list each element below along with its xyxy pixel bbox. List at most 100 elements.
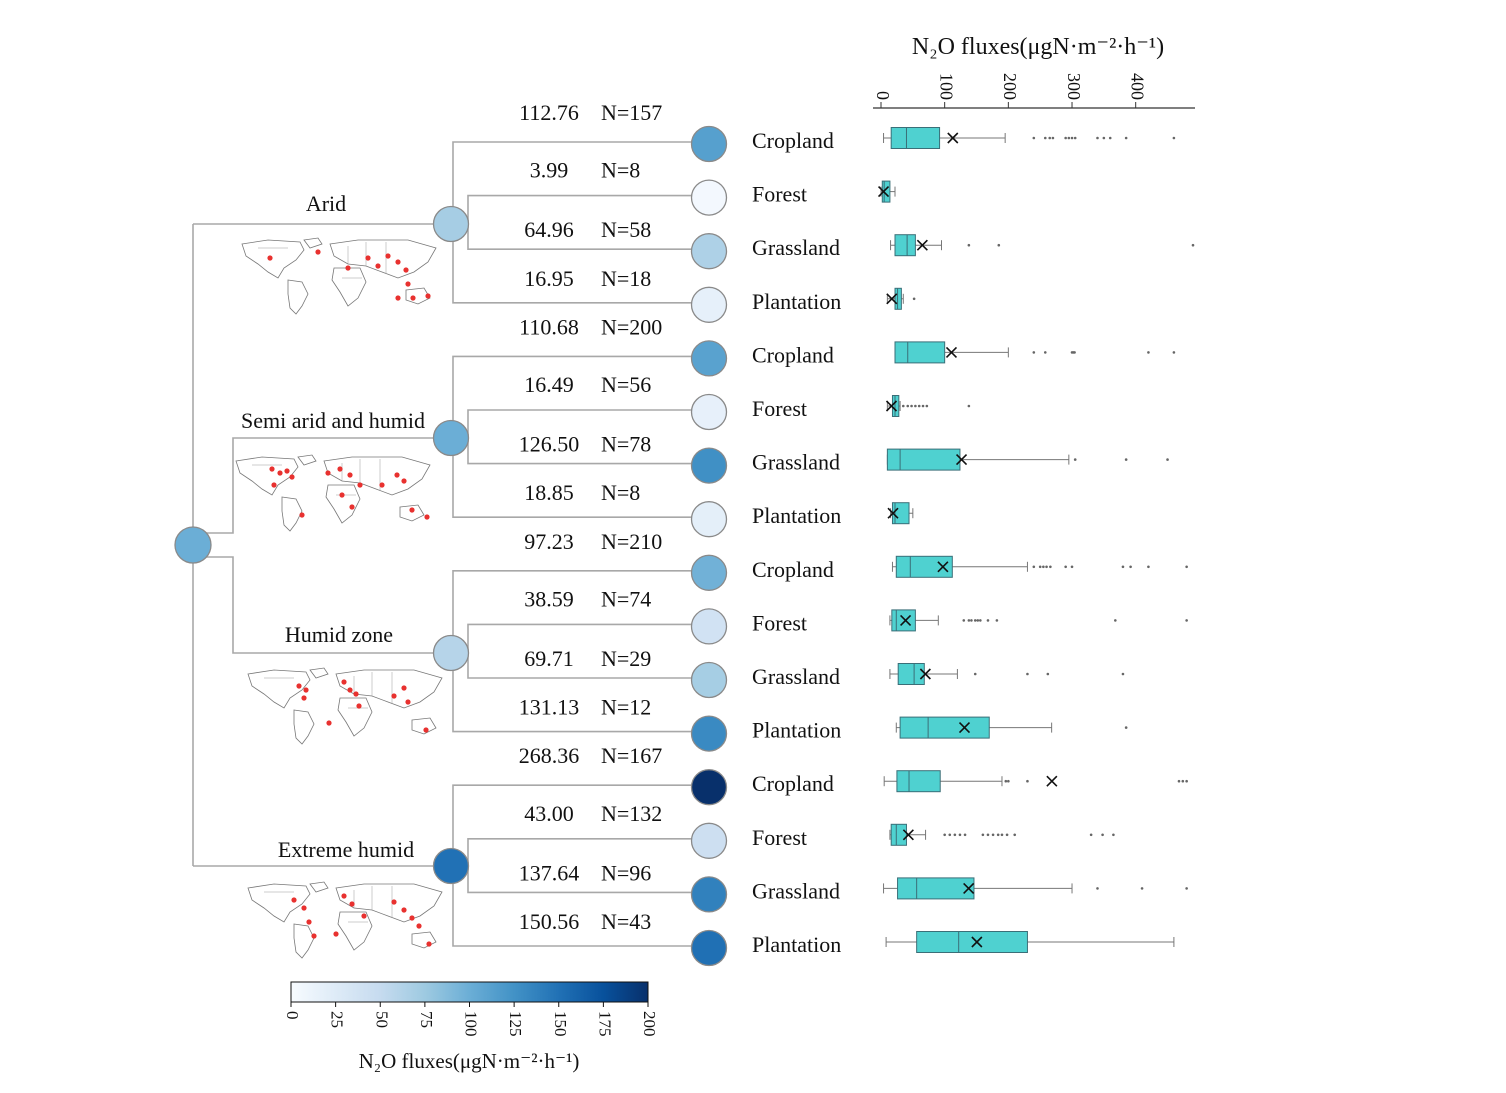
boxplot-outlier <box>1073 351 1076 354</box>
site-dot <box>291 897 297 903</box>
mean-label: 110.68 <box>519 314 579 339</box>
site-dot <box>339 492 345 498</box>
boxplot-axis-title: N₂O fluxes(μgN·m⁻²·h⁻¹) <box>912 34 1164 60</box>
edge-root-humid <box>193 556 451 654</box>
boxplot-outlier <box>967 619 971 622</box>
boxplot-mean-marker <box>877 186 890 198</box>
boxplot-mean-marker <box>955 454 968 466</box>
landuse-label: Cropland <box>752 128 834 153</box>
site-dot <box>361 913 367 919</box>
site-dot <box>391 693 397 699</box>
boxplot <box>877 180 896 203</box>
boxplot-outlier <box>914 404 917 408</box>
boxplot <box>883 877 1188 900</box>
boxplot-mean-marker <box>885 400 898 412</box>
site-dot <box>394 472 400 478</box>
boxplot <box>886 448 1169 471</box>
boxplot-outlier <box>1185 619 1188 622</box>
landuse-label: Forest <box>752 610 807 635</box>
mean-label: 126.50 <box>519 432 580 457</box>
boxplot-outlier <box>1124 136 1128 140</box>
site-dot <box>311 933 317 939</box>
boxplot <box>886 287 916 310</box>
boxplot-outlier <box>1124 458 1128 461</box>
boxplot-outlier <box>997 243 1001 247</box>
boxplot-outlier <box>1064 136 1067 140</box>
group-node <box>432 634 470 672</box>
boxplot-outlier <box>1049 565 1052 569</box>
landuse-label: Forest <box>752 182 807 207</box>
edge-leaf <box>467 837 692 866</box>
boxplot-outlier <box>1045 565 1048 569</box>
mean-label: 16.49 <box>524 372 574 397</box>
site-dot <box>375 263 381 269</box>
boxplot-outlier <box>1043 351 1047 354</box>
boxplot-outlier <box>958 833 962 837</box>
site-dot <box>347 472 353 478</box>
leaf-node <box>690 715 728 752</box>
boxplot-outlier <box>1147 565 1150 569</box>
boxplot <box>885 395 971 417</box>
continent-africa <box>325 484 361 524</box>
boxplot-outlier <box>1124 726 1128 729</box>
boxplot-outlier <box>1070 565 1074 569</box>
colorbar-tick-label: 75 <box>417 1011 436 1028</box>
boxplot-box <box>899 716 990 739</box>
n-label: N=210 <box>601 529 662 554</box>
mean-label: 38.59 <box>524 586 574 611</box>
boxplot-outlier <box>995 619 999 622</box>
continent-eurasia <box>335 669 443 709</box>
group-label-extreme-humid: Extreme humid <box>278 837 414 862</box>
leaf-node <box>690 661 728 699</box>
edge-leaf <box>452 141 692 224</box>
boxplot-mean-marker <box>971 936 983 948</box>
site-dot <box>403 267 409 273</box>
continent-australia <box>411 717 437 735</box>
boxplot-outlier <box>1102 136 1106 140</box>
site-dot <box>356 703 362 709</box>
continent-australia <box>399 504 425 522</box>
boxplot-outlier <box>1101 833 1104 837</box>
boxplot-outlier <box>1051 136 1055 140</box>
boxplot-outlier <box>1070 136 1074 140</box>
boxplot-outlier <box>976 619 980 622</box>
boxplot-outlier <box>1032 351 1036 354</box>
boxplot-outlier <box>1000 833 1004 837</box>
continent-north-america <box>235 456 299 496</box>
n-label: N=96 <box>601 860 651 885</box>
boxplot-outlier <box>1048 136 1052 140</box>
boxplot <box>883 770 1188 793</box>
mean-label: 268.36 <box>519 743 580 768</box>
site-dot <box>349 901 355 907</box>
edge-leaf <box>452 784 692 866</box>
site-dot <box>303 687 309 693</box>
landuse-label: Plantation <box>752 932 841 957</box>
colorbar-ticks: 0 25 50 75 100 125 150 175 200 <box>283 1002 659 1037</box>
site-dot <box>401 907 407 913</box>
root-node <box>174 526 212 564</box>
site-dot <box>269 466 275 472</box>
boxplot-outlier <box>921 404 925 408</box>
boxplot-mean-marker <box>945 346 958 358</box>
boxplot-outlier <box>1129 565 1132 569</box>
boxplot-outlier <box>1166 458 1169 461</box>
site-dot <box>401 478 407 484</box>
colorbar-tick-label: 50 <box>372 1011 391 1028</box>
group-label-humid-zone: Humid zone <box>285 622 393 647</box>
n-label: N=200 <box>601 314 662 339</box>
boxplot-outlier <box>1181 779 1185 783</box>
boxplot-outlier <box>1177 779 1181 783</box>
country-borders <box>258 242 387 279</box>
site-dot <box>401 685 407 691</box>
boxplot-outlier <box>1185 887 1188 890</box>
boxplot-outlier <box>1191 243 1195 247</box>
site-dot <box>284 468 290 474</box>
colorbar-tick-label: 100 <box>462 1011 481 1037</box>
mean-label: 18.85 <box>524 480 574 505</box>
boxplot-outlier <box>1185 779 1188 783</box>
mean-label: 137.64 <box>519 860 580 885</box>
landuse-label: Forest <box>752 396 807 421</box>
boxplot <box>890 234 1195 257</box>
landuse-label: Forest <box>752 825 807 850</box>
leaf-node <box>690 340 728 377</box>
